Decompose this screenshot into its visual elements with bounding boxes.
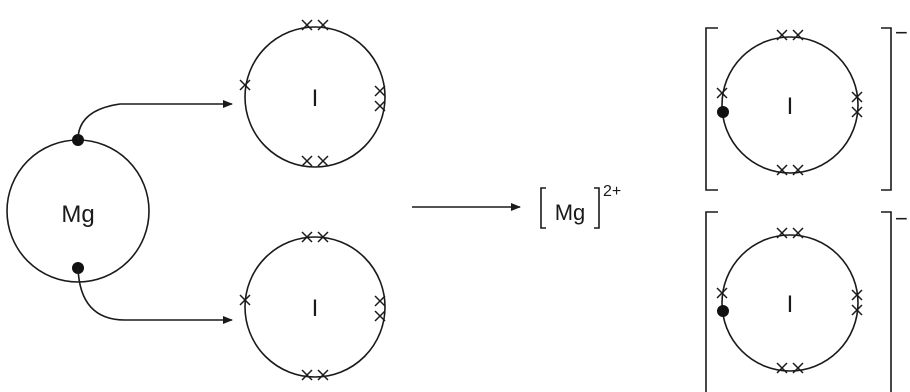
anion-bracket-right — [881, 211, 892, 392]
electron-crosses — [239, 231, 386, 381]
electron-crosses — [239, 19, 386, 167]
transfer-arrow-bottom — [77, 267, 233, 324]
anion-charge: − — [895, 20, 908, 45]
magnesium-atom: Mg — [6, 134, 150, 283]
ion-bracket-left — [540, 187, 546, 229]
ion-label: Mg — [555, 200, 586, 225]
transferred-electron-dot — [717, 305, 729, 317]
iodine-shell — [244, 236, 386, 378]
iodide-label: I — [787, 291, 794, 318]
iodide-ion-top: − I — [705, 20, 908, 191]
iodide-shell — [721, 36, 859, 174]
ion-bracket-right — [594, 187, 600, 229]
iodide-ion-bottom: − I — [705, 206, 908, 392]
anion-charge: − — [895, 206, 908, 231]
iodine-atom-top: I — [239, 19, 386, 168]
magnesium-label: Mg — [61, 201, 94, 228]
iodide-label: I — [787, 93, 794, 120]
transferred-electron-dot — [717, 106, 729, 118]
iodine-label: I — [312, 295, 319, 322]
iodine-label: I — [312, 85, 319, 112]
iodine-atom-bottom: I — [239, 231, 386, 381]
electron-crosses — [716, 227, 863, 374]
electron-crosses — [716, 29, 863, 176]
iodine-shell — [244, 26, 386, 168]
anion-bracket-left — [705, 27, 718, 191]
anion-bracket-left — [705, 211, 718, 392]
magnesium-ion: Mg 2+ — [540, 183, 621, 229]
transfer-arrow-top — [77, 100, 233, 141]
ion-charge: 2+ — [603, 183, 621, 200]
iodide-shell — [721, 234, 859, 372]
anion-bracket-right — [881, 27, 892, 191]
